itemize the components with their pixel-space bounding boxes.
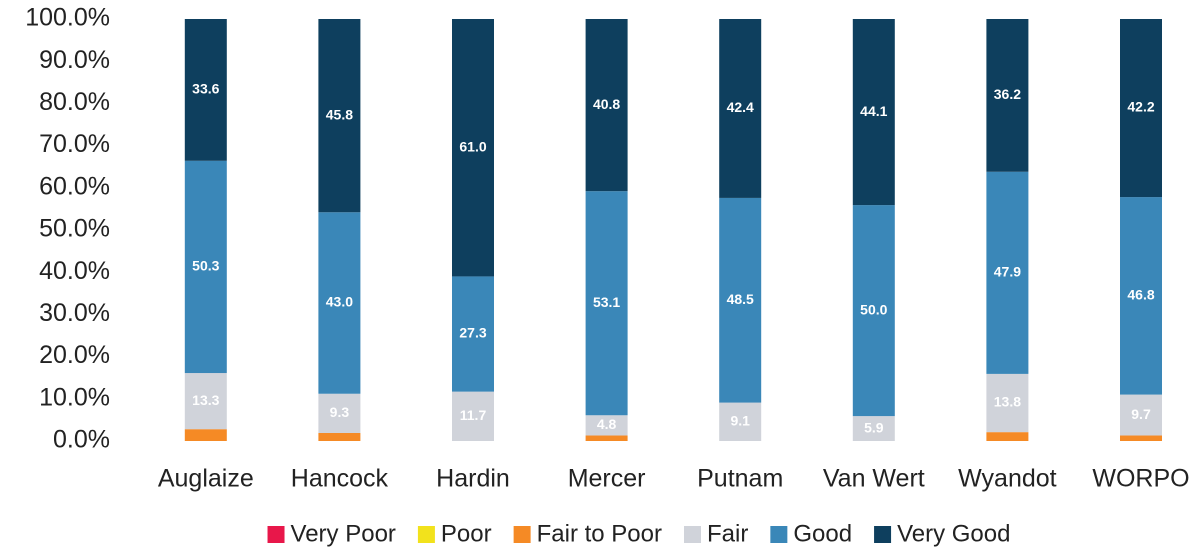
data-label: 43.0 bbox=[326, 294, 353, 310]
x-tick-label: Van Wert bbox=[823, 465, 925, 493]
data-label: 50.3 bbox=[192, 258, 219, 274]
legend-swatch bbox=[267, 526, 285, 543]
data-label: 9.7 bbox=[1131, 406, 1151, 422]
y-tick-label: 70.0% bbox=[39, 130, 110, 158]
bar-segment bbox=[585, 19, 628, 192]
bar-segment bbox=[585, 191, 628, 416]
y-tick-label: 80.0% bbox=[39, 88, 110, 116]
bar-segment bbox=[585, 435, 628, 441]
legend-swatch bbox=[513, 526, 531, 543]
bar-segment bbox=[852, 416, 895, 441]
bar-segment bbox=[184, 373, 227, 430]
data-label: 5.9 bbox=[864, 419, 884, 435]
data-label: 42.4 bbox=[727, 99, 754, 115]
bar-segment bbox=[585, 415, 628, 436]
data-label: 9.1 bbox=[730, 413, 750, 429]
bar-segment bbox=[184, 19, 227, 161]
bar-segment bbox=[452, 19, 494, 277]
y-tick-label: 50.0% bbox=[39, 215, 110, 243]
bar-segment bbox=[852, 19, 895, 206]
data-label: 36.2 bbox=[994, 86, 1021, 102]
legend-label: Good bbox=[793, 520, 852, 547]
data-label: 9.3 bbox=[330, 404, 350, 420]
y-tick-label: 30.0% bbox=[39, 299, 110, 327]
data-label: 11.7 bbox=[460, 407, 487, 423]
y-tick-label: 10.0% bbox=[39, 383, 110, 411]
y-tick-label: 100.0% bbox=[25, 4, 110, 32]
bar-segment bbox=[719, 197, 762, 403]
legend-swatch bbox=[770, 526, 788, 543]
y-tick-label: 20.0% bbox=[39, 341, 110, 369]
x-tick-label: WORPO bbox=[1092, 465, 1189, 493]
x-tick-label: Hancock bbox=[291, 465, 389, 493]
x-tick-label: Hardin bbox=[436, 465, 510, 493]
data-label: 33.6 bbox=[192, 81, 219, 97]
data-label: 13.3 bbox=[192, 392, 219, 408]
legend-label: Fair to Poor bbox=[537, 520, 662, 547]
data-label: 46.8 bbox=[1127, 287, 1154, 303]
bar-segment bbox=[452, 276, 494, 392]
data-label: 50.0 bbox=[860, 301, 887, 317]
x-tick-label: Putnam bbox=[697, 465, 783, 493]
legend-label: Fair bbox=[707, 520, 748, 547]
bar-segment bbox=[986, 19, 1029, 172]
legend-label: Poor bbox=[441, 520, 492, 547]
bar-segment bbox=[986, 432, 1029, 441]
bar-segment bbox=[852, 205, 895, 417]
bar-segment bbox=[1120, 197, 1162, 395]
data-label: 44.1 bbox=[860, 103, 887, 119]
bar-segment bbox=[1120, 435, 1162, 441]
data-label: 13.8 bbox=[994, 394, 1021, 410]
x-tick-label: Wyandot bbox=[958, 465, 1056, 493]
bar-segment bbox=[1120, 19, 1162, 198]
data-label: 40.8 bbox=[593, 96, 620, 112]
bar-segment bbox=[318, 19, 361, 213]
x-tick-label: Auglaize bbox=[158, 465, 254, 493]
bar-segment bbox=[452, 391, 494, 441]
bar-segment bbox=[719, 402, 762, 441]
bar-segment bbox=[318, 432, 361, 441]
y-tick-label: 40.0% bbox=[39, 257, 110, 285]
data-label: 47.9 bbox=[994, 264, 1021, 280]
bar-segment bbox=[986, 171, 1029, 374]
y-tick-label: 60.0% bbox=[39, 172, 110, 200]
y-tick-label: 90.0% bbox=[39, 46, 110, 74]
data-label: 45.8 bbox=[326, 106, 353, 122]
bar-segment bbox=[184, 429, 227, 441]
bar-segment bbox=[719, 19, 762, 198]
x-tick-label: Mercer bbox=[568, 465, 646, 493]
bar-segment bbox=[986, 373, 1029, 433]
data-label: 42.2 bbox=[1127, 99, 1154, 115]
bar-segment bbox=[318, 212, 361, 394]
data-label: 48.5 bbox=[727, 291, 754, 307]
bar-segment bbox=[318, 393, 361, 433]
legend-label: Very Poor bbox=[291, 520, 396, 547]
y-tick-label: 0.0% bbox=[53, 426, 110, 454]
bar-segment bbox=[1120, 394, 1162, 436]
legend-swatch bbox=[684, 526, 702, 543]
data-label: 61.0 bbox=[459, 138, 486, 154]
bar-segment bbox=[184, 160, 227, 374]
data-label: 4.8 bbox=[597, 416, 617, 432]
legend-label: Very Good bbox=[897, 520, 1010, 547]
data-label: 27.3 bbox=[459, 325, 486, 341]
legend-swatch bbox=[874, 526, 892, 543]
data-label: 53.1 bbox=[593, 294, 620, 310]
legend-swatch bbox=[417, 526, 435, 543]
